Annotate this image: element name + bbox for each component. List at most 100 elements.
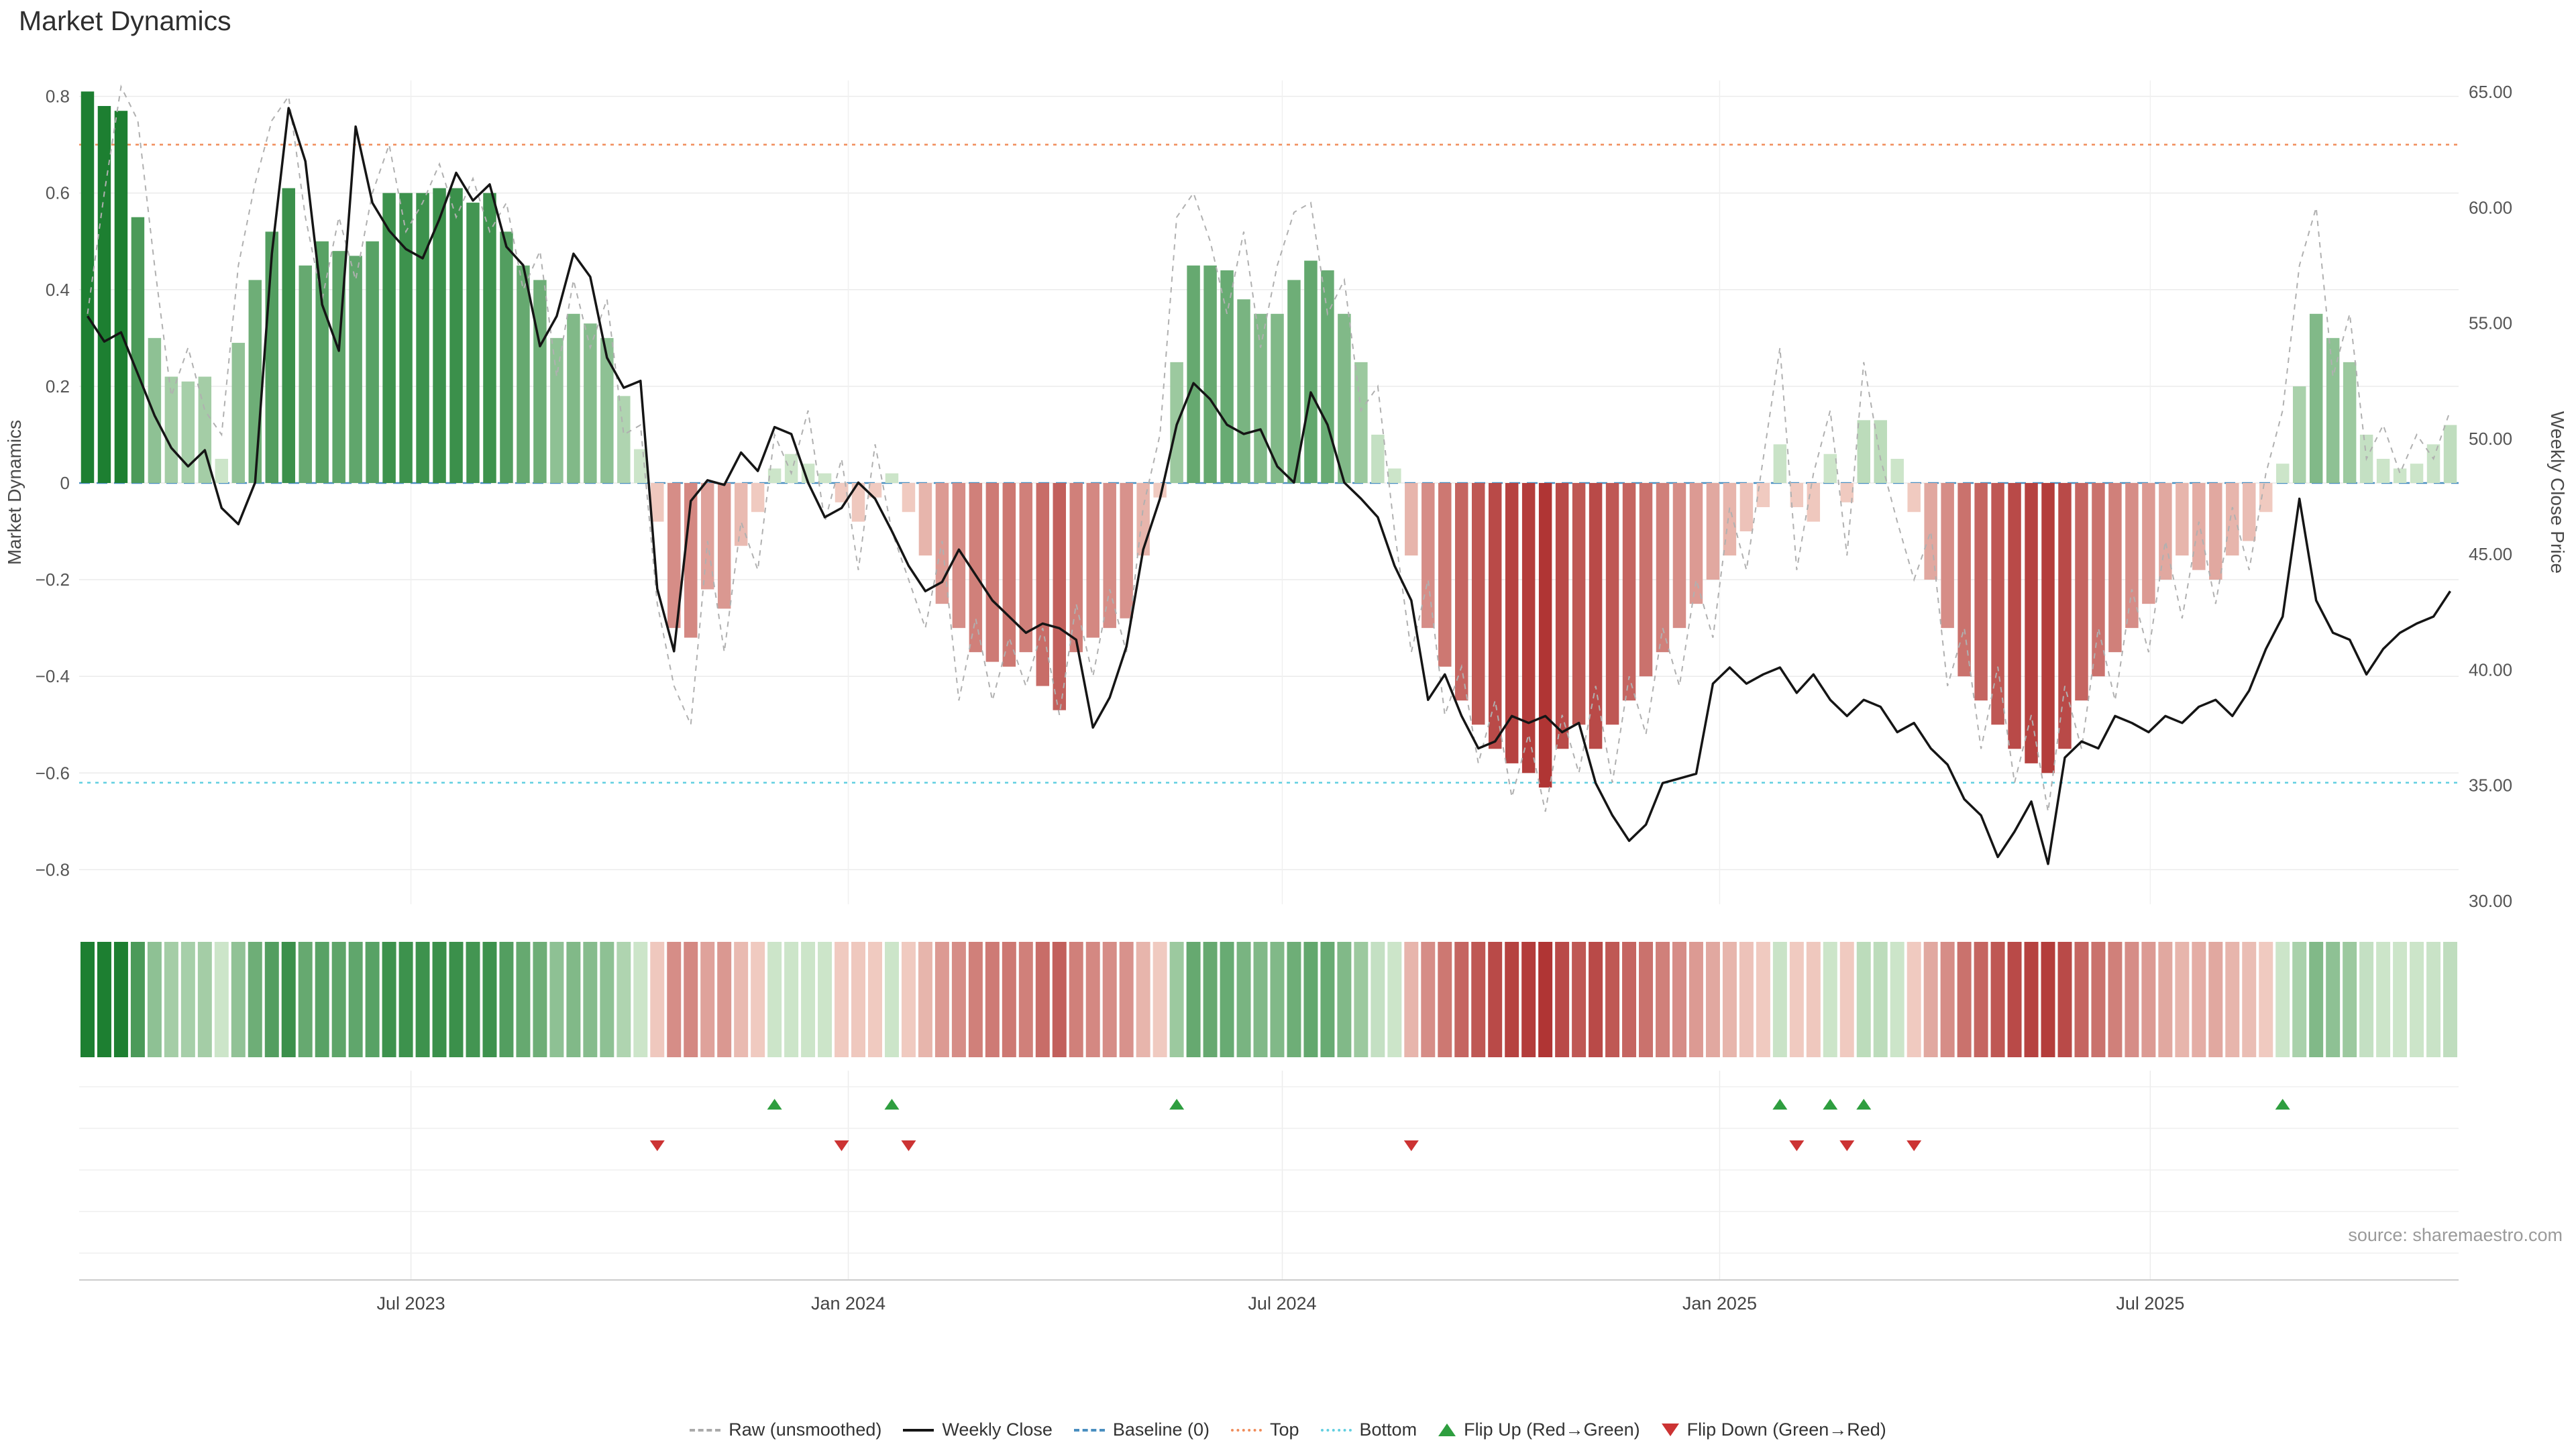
strip-cell [767,942,782,1057]
flip-down-marker [1839,1140,1855,1151]
strip-cell [432,942,447,1057]
strip-cell [1589,942,1603,1057]
flip-down-marker [1403,1140,1419,1151]
strip-cell [1069,942,1083,1057]
md-bar [2008,483,2021,749]
md-bar [1471,483,1485,725]
md-bar [2192,483,2206,570]
left-axis-title: Market Dynamics [4,419,25,566]
strip-cell [1873,942,1888,1057]
md-bar [1002,483,1016,667]
strip-cell [348,942,363,1057]
strip-cell [482,942,497,1057]
strip-cell [633,942,648,1057]
legend-item-top[interactable]: Top [1230,1419,1299,1440]
strip-cell [1672,942,1686,1057]
md-bar [584,323,597,483]
md-bar [2410,464,2424,483]
md-bar [1706,483,1720,580]
strip-cell [2141,942,2156,1057]
md-bar [466,203,480,483]
strip-cell [566,942,581,1057]
md-bar [164,376,178,483]
md-bar [2243,483,2256,541]
md-bar [1807,483,1821,522]
legend-item-baseline[interactable]: Baseline (0) [1073,1419,1210,1440]
strip-cell [1203,942,1218,1057]
md-bar [1304,260,1318,483]
strip-cell [415,942,430,1057]
strip-cell [1756,942,1770,1057]
md-bar [114,111,128,484]
strip-cell [2242,942,2257,1057]
strip-cell [365,942,380,1057]
strip-cell [1974,942,1988,1057]
md-bar [918,483,932,556]
strip-cell [583,942,598,1057]
md-bar [567,313,580,483]
strip-cell [231,942,246,1057]
md-bar [1505,483,1519,763]
strip-cell [1337,942,1352,1057]
x-tick-label: Jul 2025 [2116,1293,2184,1313]
flip-up-marker [767,1099,782,1110]
legend-item-bottom[interactable]: Bottom [1320,1419,1417,1440]
strip-cell [918,942,932,1057]
strip-cell [2376,942,2391,1057]
md-bar [1991,483,2004,725]
strip-cell [1002,942,1016,1057]
legend-item-weekly-close[interactable]: Weekly Close [903,1419,1053,1440]
heatmap-strip [80,942,2457,1057]
legend-item-flip-down[interactable]: Flip Down (Green→Red) [1661,1419,1886,1440]
strip-cell [2041,942,2055,1057]
strip-cell [851,942,866,1057]
strip-cell [667,942,682,1057]
md-bar [2092,483,2105,677]
strip-cell [1454,942,1469,1057]
md-bar [2343,362,2357,483]
md-bar [835,483,849,502]
right-axis-title: Weekly Close Price [2547,411,2568,574]
strip-cell [382,942,396,1057]
md-bar [1656,483,1670,653]
strip-cell [1371,942,1385,1057]
md-bar [1538,483,1552,788]
strip-cell [2225,942,2240,1057]
md-bar [2292,386,2306,483]
md-bar [1957,483,1971,677]
md-bar [1823,453,1837,483]
md-bar [1120,483,1133,619]
md-bar [2176,483,2189,556]
strip-cell [197,942,212,1057]
md-bar [382,193,396,483]
md-bar [1723,483,1737,556]
strip-cell [1404,942,1419,1057]
strip-cell [1622,942,1637,1057]
strip-cell [968,942,983,1057]
md-bar [1840,483,1854,502]
strip-cell [868,942,882,1057]
legend-label: Flip Down (Green→Red) [1686,1419,1886,1440]
strip-cell [1572,942,1587,1057]
md-bar [2125,483,2139,629]
flip-down-marker [649,1140,665,1151]
legend-item-flip-up[interactable]: Flip Up (Red→Green) [1438,1419,1640,1440]
strip-cell [466,942,480,1057]
strip-cell [2343,942,2357,1057]
md-bar [634,449,647,483]
md-bar [550,337,564,483]
md-bar [1237,299,1250,483]
md-bar [1271,313,1284,483]
md-bar [1622,483,1636,701]
strip-cell [2359,942,2374,1057]
md-bar [818,473,832,483]
strip-cell [717,942,732,1057]
strip-cell [2426,942,2441,1057]
md-bar [1354,362,1368,483]
strip-cell [1136,942,1150,1057]
strip-cell [2057,942,2072,1057]
strip-cell [1220,942,1234,1057]
strip-cell [331,942,346,1057]
legend-item-raw[interactable]: Raw (unsmoothed) [690,1419,881,1440]
